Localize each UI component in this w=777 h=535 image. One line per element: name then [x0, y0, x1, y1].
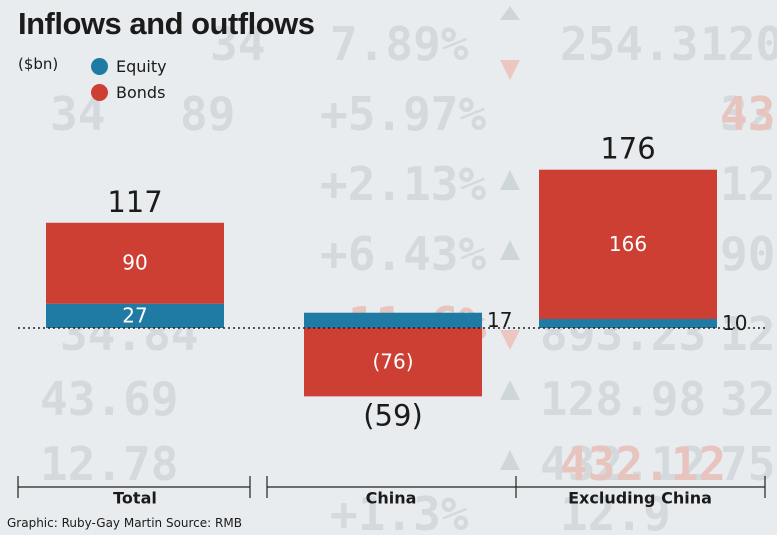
- total-label-china: (59): [363, 398, 423, 432]
- svg-text:320: 320: [720, 87, 777, 141]
- svg-text:750: 750: [720, 437, 777, 491]
- svg-text:+6.43%: +6.43%: [320, 227, 486, 281]
- total-label-excluding-china: 176: [600, 132, 655, 166]
- label-bonds-total: 90: [122, 251, 147, 275]
- svg-text:254.3: 254.3: [560, 17, 698, 71]
- svg-text:320: 320: [720, 372, 777, 426]
- category-label-excluding-china: Excluding China: [568, 489, 712, 508]
- svg-text:43.69: 43.69: [40, 372, 178, 426]
- svg-text:7.89%: 7.89%: [330, 17, 469, 71]
- svg-text:12.9: 12.9: [560, 487, 671, 535]
- svg-text:+2.13%: +2.13%: [320, 157, 486, 211]
- bar-equity-china: [304, 312, 482, 328]
- total-label-total: 117: [107, 185, 162, 219]
- svg-text:900: 900: [720, 227, 777, 281]
- label-bonds-excluding-china: 166: [609, 232, 647, 256]
- svg-text:120: 120: [720, 307, 777, 361]
- svg-text:128.98: 128.98: [540, 372, 706, 426]
- svg-text:+1.3%: +1.3%: [330, 487, 469, 535]
- chart-title: Inflows and outflows: [18, 6, 315, 41]
- bar-equity-excluding-china: [539, 319, 717, 328]
- svg-text:120: 120: [700, 17, 777, 71]
- legend-item-equity: Equity: [91, 53, 167, 79]
- svg-text:34: 34: [210, 17, 265, 71]
- label-bonds-china: (76): [372, 350, 413, 374]
- legend-swatch-equity: [91, 57, 108, 75]
- svg-text:+5.97%: +5.97%: [320, 87, 486, 141]
- legend-swatch-bonds: [91, 83, 108, 101]
- legend-item-bonds: Bonds: [91, 79, 167, 105]
- bar-bonds-excluding-china: [539, 169, 717, 320]
- label-equity-excluding-china: 10: [722, 311, 747, 335]
- svg-text:89: 89: [180, 87, 235, 141]
- svg-text:432.12: 432.12: [540, 437, 706, 491]
- category-label-total: Total: [113, 489, 157, 508]
- legend-label-bonds: Bonds: [116, 82, 166, 102]
- bar-equity-total: [46, 303, 224, 328]
- legend: Equity Bonds: [91, 53, 167, 105]
- legend-label-equity: Equity: [116, 56, 167, 76]
- graphic-credit: Graphic: Ruby-Gay Martin Source: RMB: [7, 516, 242, 530]
- unit-label: ($bn): [18, 55, 59, 73]
- bar-bonds-china: [304, 328, 482, 397]
- bar-bonds-total: [46, 222, 224, 304]
- svg-text:12.78: 12.78: [40, 437, 178, 491]
- svg-text:432.12: 432.12: [560, 437, 726, 491]
- svg-text:120: 120: [720, 157, 777, 211]
- svg-text:430: 430: [720, 87, 777, 141]
- label-equity-total: 27: [122, 303, 147, 327]
- category-label-china: China: [366, 489, 417, 508]
